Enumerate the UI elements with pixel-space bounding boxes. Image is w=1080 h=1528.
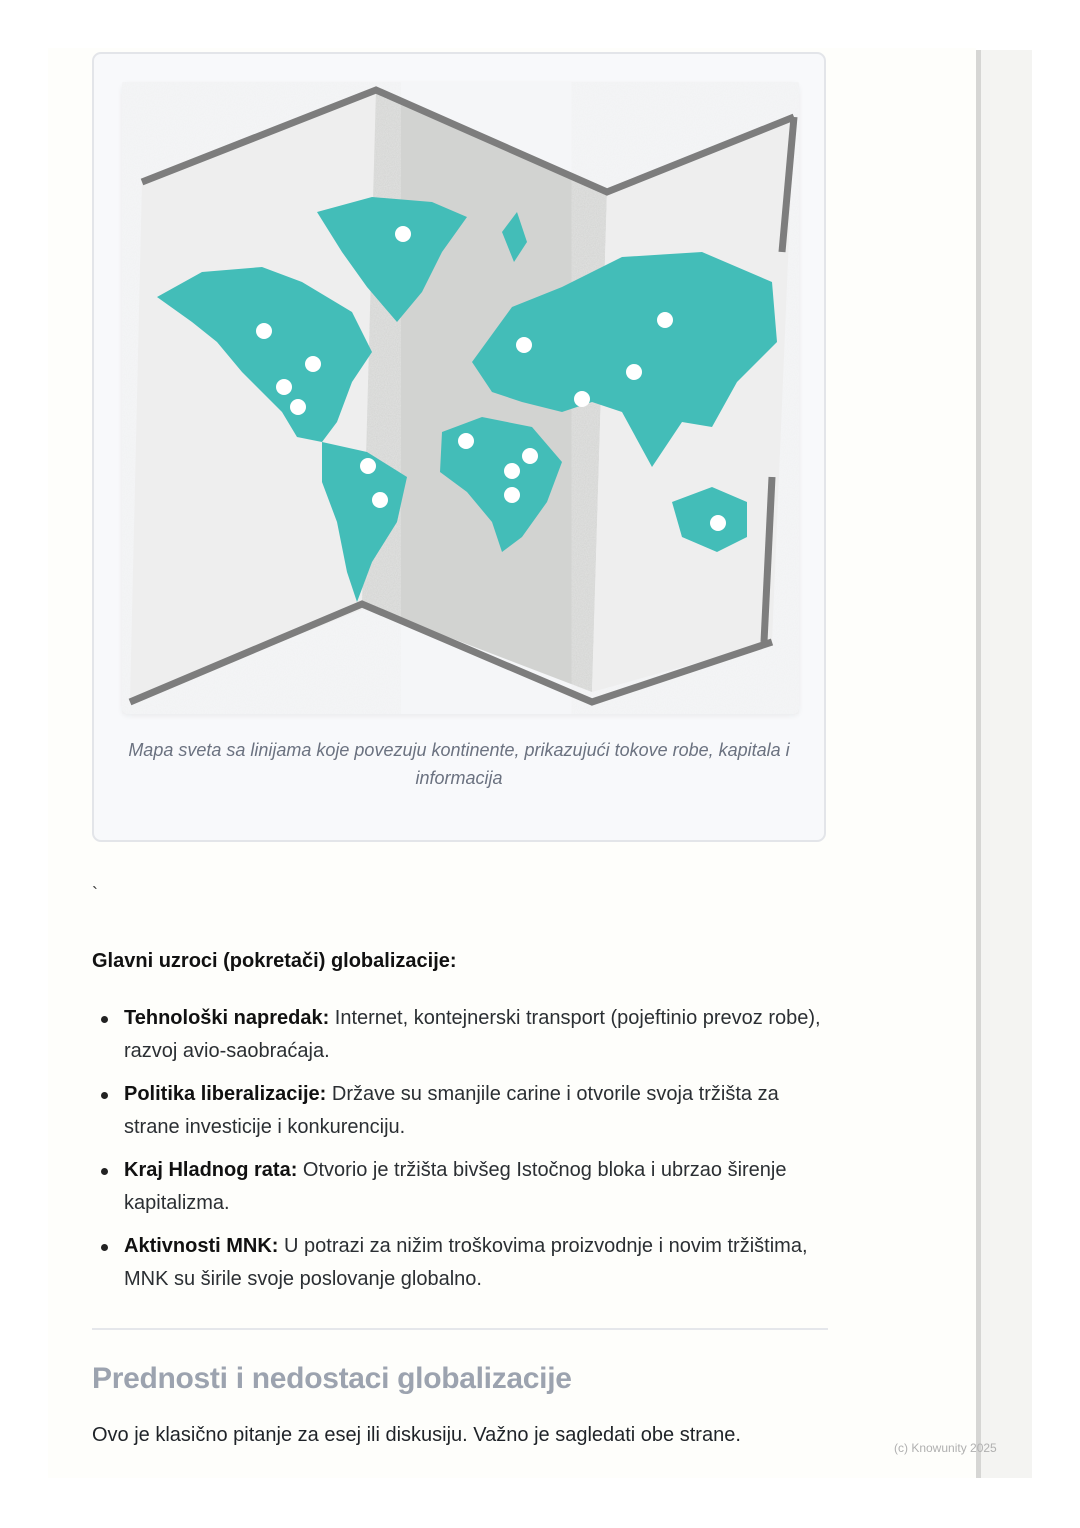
list-item-term: Politika liberalizacije: bbox=[124, 1083, 327, 1105]
list-item-text: Internet, kontejnerski transport (pojeft… bbox=[124, 1007, 821, 1062]
divider bbox=[92, 1328, 828, 1330]
list-item-text: U potrazi za nižim troškovima proizvodnj… bbox=[124, 1235, 808, 1290]
figure-caption: Mapa sveta sa linijama koje povezuju kon… bbox=[128, 740, 790, 788]
list-item-text: Države su smanjile carine i otvorile svo… bbox=[124, 1083, 779, 1138]
watermark: (c) Knowunity 2025 bbox=[894, 1441, 997, 1455]
list-item: Politika liberalizacije: Države su smanj… bbox=[101, 1078, 832, 1144]
list-item: Kraj Hladnog rata: Otvorio je tržišta bi… bbox=[101, 1154, 832, 1220]
side-panel bbox=[976, 50, 1032, 1478]
section-intro: Ovo je klasično pitanje za esej ili disk… bbox=[92, 1424, 741, 1446]
world-map-image bbox=[122, 82, 799, 714]
causes-heading: Glavni uzroci (pokretači) globalizacije: bbox=[92, 950, 457, 972]
causes-list: Tehnološki napredak: Internet, kontejner… bbox=[92, 1002, 832, 1306]
list-item-term: Aktivnosti MNK: bbox=[124, 1235, 279, 1257]
section-title: Prednosti i nedostaci globalizacije bbox=[92, 1362, 572, 1395]
figure-card: Mapa sveta sa linijama koje povezuju kon… bbox=[92, 52, 826, 842]
list-item: Tehnološki napredak: Internet, kontejner… bbox=[101, 1002, 832, 1068]
list-item-text: Otvorio je tržišta bivšeg Istočnog bloka… bbox=[124, 1159, 787, 1214]
stray-backtick: ` bbox=[92, 884, 98, 904]
list-item: Aktivnosti MNK: U potrazi za nižim trošk… bbox=[101, 1230, 832, 1296]
list-item-term: Tehnološki napredak: bbox=[124, 1007, 330, 1029]
list-item-term: Kraj Hladnog rata: bbox=[124, 1159, 298, 1181]
